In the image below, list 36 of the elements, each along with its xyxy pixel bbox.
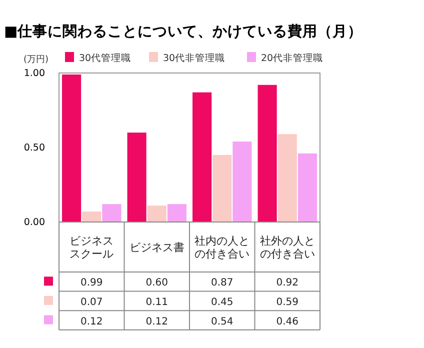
data-label: 0.11 <box>146 296 168 308</box>
bar <box>102 204 122 222</box>
y-tick-label: 0.50 <box>24 142 45 154</box>
bar <box>298 153 317 222</box>
data-label: 0.87 <box>210 278 234 289</box>
bar <box>62 74 82 222</box>
data-label: 0.60 <box>146 278 168 289</box>
bar <box>82 212 102 222</box>
data-label: 0.12 <box>80 316 103 328</box>
data-label: 0.46 <box>276 316 299 328</box>
x-tick-label: ビジネス書 <box>129 241 184 254</box>
legend-label: 30代非管理職 <box>163 52 226 64</box>
legend-label: 30代管理職 <box>79 52 132 64</box>
chart-title: ■仕事に関わることについて、かけている費用（月） <box>4 23 363 40</box>
y-tick-label: 1.00 <box>24 68 45 80</box>
x-tick-label: 社内の人との付き合い <box>194 234 250 260</box>
data-label: 0.45 <box>210 296 234 308</box>
y-axis-title: (万円) <box>23 55 49 65</box>
bar <box>192 92 212 222</box>
bar <box>147 206 166 222</box>
data-label: 0.07 <box>80 296 103 308</box>
bar <box>258 84 277 222</box>
data-label: 0.12 <box>146 316 168 328</box>
data-label: 0.59 <box>276 296 299 308</box>
x-tick-label: ビジネススクール <box>70 234 114 260</box>
bar <box>167 204 186 222</box>
bar <box>212 154 232 222</box>
bar <box>232 142 252 222</box>
data-label: 0.54 <box>210 316 234 328</box>
x-tick-label: 社外の人との付き合い <box>260 234 315 260</box>
y-tick-label: 0.00 <box>24 217 45 228</box>
data-label: 0.92 <box>276 278 299 289</box>
data-label: 0.99 <box>80 278 103 289</box>
bar <box>278 134 297 222</box>
bar <box>127 132 146 222</box>
legend-label: 20代非管理職 <box>261 52 324 64</box>
